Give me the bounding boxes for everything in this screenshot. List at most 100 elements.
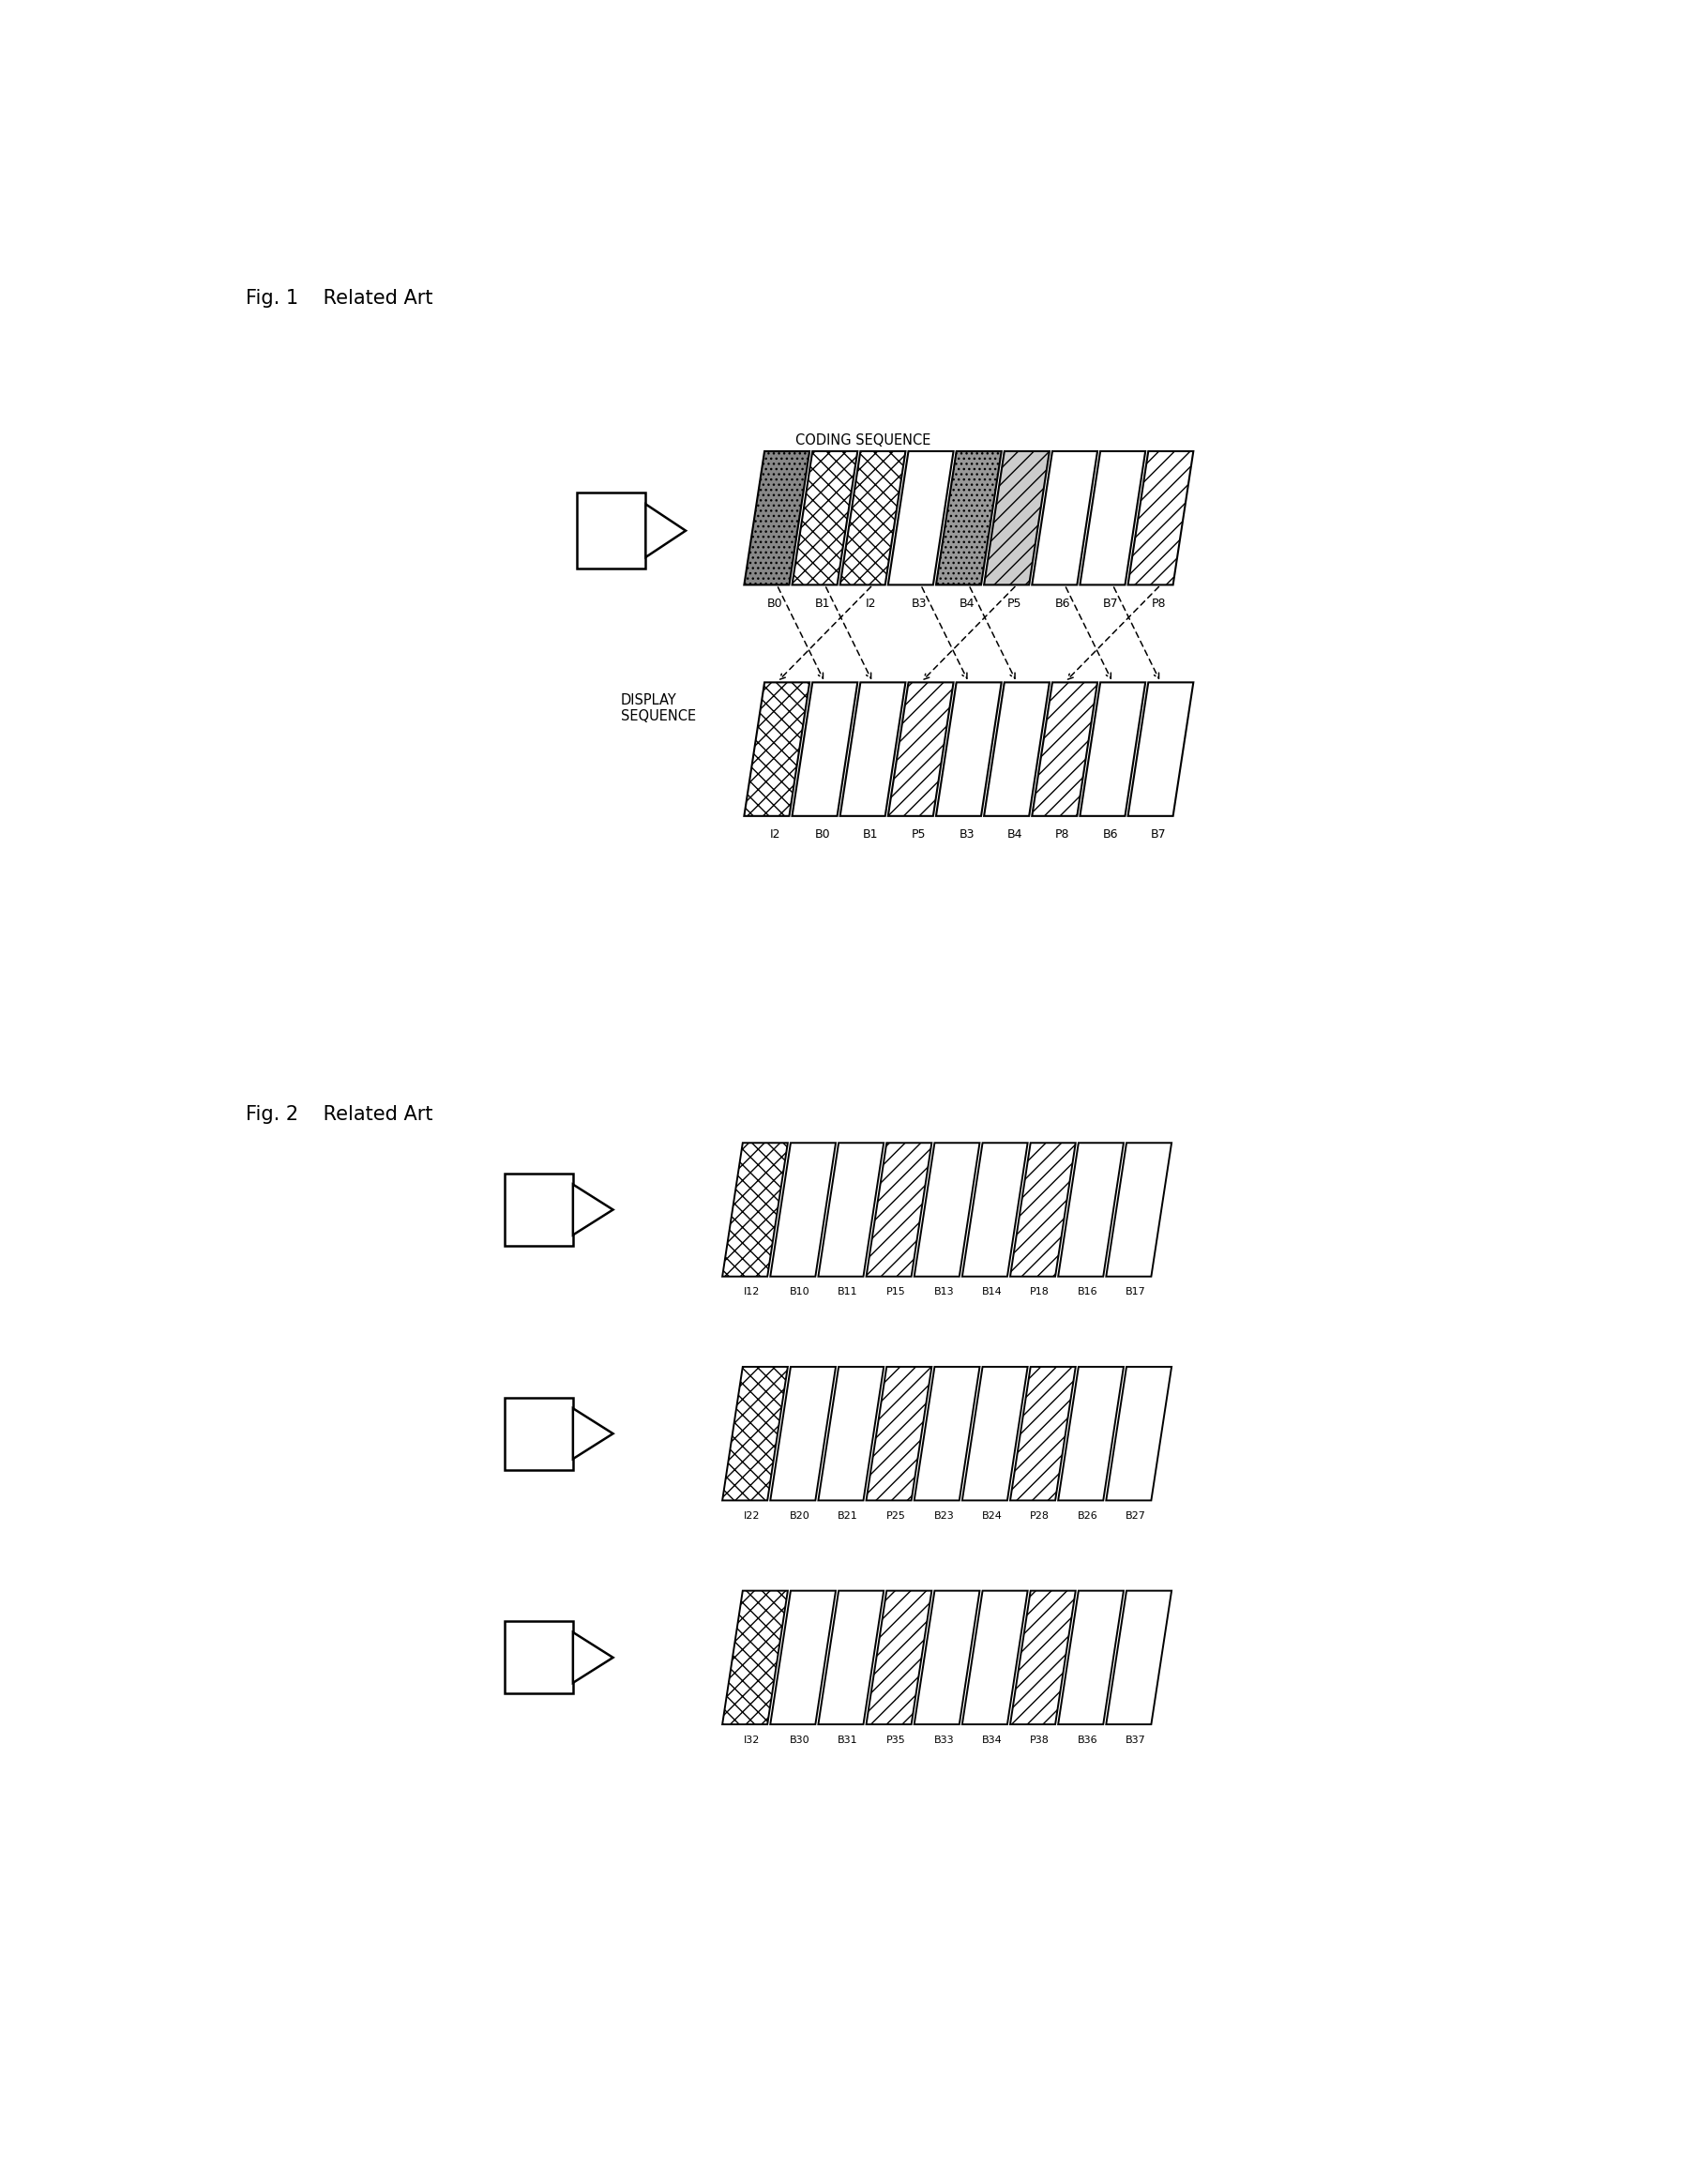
Text: B0: B0: [767, 598, 782, 609]
Polygon shape: [1009, 1367, 1076, 1500]
Text: B34: B34: [982, 1735, 1003, 1744]
Polygon shape: [1009, 1144, 1076, 1277]
Polygon shape: [984, 683, 1049, 816]
Text: B20: B20: [789, 1511, 810, 1522]
Polygon shape: [962, 1591, 1028, 1725]
Text: I2: I2: [866, 598, 876, 609]
Polygon shape: [722, 1367, 787, 1500]
Polygon shape: [572, 1185, 613, 1236]
Text: I12: I12: [745, 1288, 760, 1297]
Polygon shape: [1009, 1591, 1076, 1725]
Text: VIDEO
CAMERA 3: VIDEO CAMERA 3: [521, 1639, 589, 1668]
Polygon shape: [572, 1633, 613, 1683]
Text: P8: P8: [1056, 827, 1069, 840]
Polygon shape: [914, 1591, 980, 1725]
Text: B13: B13: [934, 1288, 955, 1297]
Polygon shape: [1127, 452, 1194, 585]
Text: Fig. 2    Related Art: Fig. 2 Related Art: [246, 1105, 434, 1124]
Polygon shape: [936, 452, 1001, 585]
Polygon shape: [1059, 1367, 1124, 1500]
Text: B4: B4: [1008, 827, 1023, 840]
Polygon shape: [745, 683, 810, 816]
Text: P25: P25: [886, 1511, 905, 1522]
Polygon shape: [770, 1144, 835, 1277]
Text: B36: B36: [1078, 1735, 1098, 1744]
Text: B14: B14: [982, 1288, 1003, 1297]
Text: B0: B0: [815, 827, 830, 840]
Text: B37: B37: [1126, 1735, 1146, 1744]
Text: B24: B24: [982, 1511, 1003, 1522]
Text: P8: P8: [1151, 598, 1167, 609]
Polygon shape: [646, 504, 685, 557]
Polygon shape: [888, 452, 953, 585]
Polygon shape: [1079, 683, 1146, 816]
Text: B30: B30: [789, 1735, 810, 1744]
Polygon shape: [722, 1591, 787, 1725]
Polygon shape: [1059, 1591, 1124, 1725]
Polygon shape: [818, 1144, 883, 1277]
Text: B4: B4: [958, 598, 975, 609]
Text: VIDEO
CAMERA 1: VIDEO CAMERA 1: [521, 1192, 589, 1220]
Bar: [577, 493, 646, 568]
Polygon shape: [1032, 452, 1098, 585]
Polygon shape: [818, 1367, 883, 1500]
Polygon shape: [722, 1144, 787, 1277]
Text: P15: P15: [886, 1288, 905, 1297]
Text: B27: B27: [1126, 1511, 1146, 1522]
Text: I2: I2: [769, 827, 781, 840]
Polygon shape: [914, 1144, 980, 1277]
Polygon shape: [1107, 1591, 1172, 1725]
Text: I22: I22: [743, 1511, 760, 1522]
Text: B17: B17: [1126, 1288, 1146, 1297]
Polygon shape: [793, 683, 857, 816]
Bar: [504, 1174, 572, 1246]
Polygon shape: [914, 1367, 980, 1500]
Text: P5: P5: [1008, 598, 1021, 609]
Text: B3: B3: [910, 598, 926, 609]
Text: B6: B6: [1103, 827, 1119, 840]
Polygon shape: [840, 683, 905, 816]
Text: P28: P28: [1030, 1511, 1050, 1522]
Polygon shape: [840, 452, 905, 585]
Text: P5: P5: [912, 827, 926, 840]
Polygon shape: [572, 1408, 613, 1458]
Text: B6: B6: [1056, 598, 1071, 609]
Text: Fig. 1    Related Art: Fig. 1 Related Art: [246, 288, 434, 308]
Polygon shape: [888, 683, 953, 816]
Text: B7: B7: [1151, 827, 1167, 840]
Text: CODING SEQUENCE: CODING SEQUENCE: [794, 432, 931, 448]
Text: B1: B1: [863, 827, 878, 840]
Polygon shape: [745, 452, 810, 585]
Polygon shape: [1032, 683, 1098, 816]
Polygon shape: [962, 1367, 1028, 1500]
Text: DISPLAY
SEQUENCE: DISPLAY SEQUENCE: [620, 694, 695, 723]
Polygon shape: [793, 452, 857, 585]
Text: B26: B26: [1078, 1511, 1098, 1522]
Text: VIDEO
CAMERA: VIDEO CAMERA: [593, 511, 647, 539]
Polygon shape: [1127, 683, 1194, 816]
Text: B16: B16: [1078, 1288, 1098, 1297]
Text: B10: B10: [789, 1288, 810, 1297]
Text: B3: B3: [958, 827, 975, 840]
Text: B33: B33: [934, 1735, 955, 1744]
Text: I32: I32: [745, 1735, 760, 1744]
Bar: [504, 1397, 572, 1469]
Polygon shape: [1107, 1144, 1172, 1277]
Text: P38: P38: [1030, 1735, 1050, 1744]
Polygon shape: [1059, 1144, 1124, 1277]
Text: VIDEO
CAMERA 2: VIDEO CAMERA 2: [521, 1415, 589, 1443]
Polygon shape: [984, 452, 1049, 585]
Text: B21: B21: [837, 1511, 857, 1522]
Polygon shape: [818, 1591, 883, 1725]
Polygon shape: [866, 1367, 931, 1500]
Text: P18: P18: [1030, 1288, 1050, 1297]
Polygon shape: [866, 1144, 931, 1277]
Text: P35: P35: [886, 1735, 905, 1744]
Text: B7: B7: [1103, 598, 1119, 609]
Polygon shape: [770, 1367, 835, 1500]
Text: B11: B11: [839, 1288, 857, 1297]
Text: B1: B1: [815, 598, 830, 609]
Polygon shape: [936, 683, 1001, 816]
Bar: [504, 1622, 572, 1694]
Polygon shape: [866, 1591, 931, 1725]
